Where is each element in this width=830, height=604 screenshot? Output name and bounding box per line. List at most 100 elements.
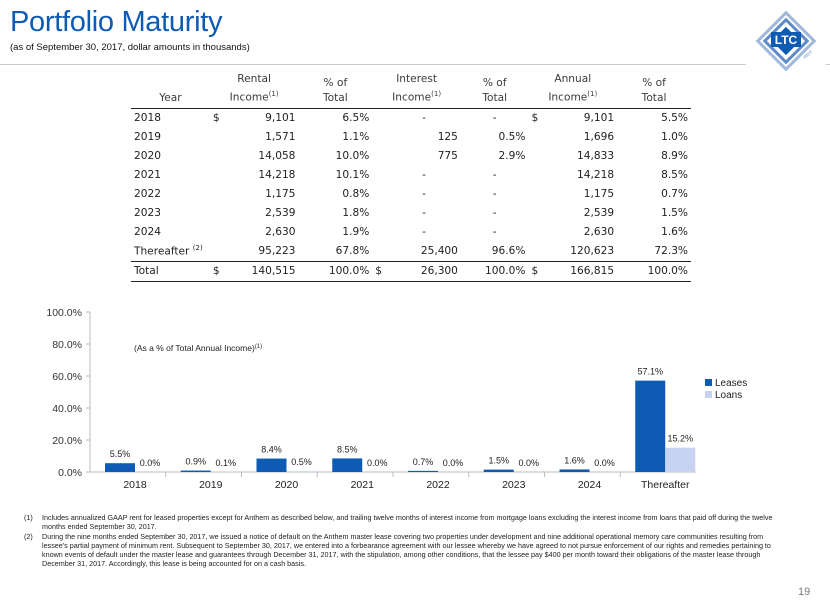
cell-rental-cur: $ — [209, 260, 225, 282]
cell-rental: 14,218 — [258, 169, 296, 182]
x-category-label: 2020 — [275, 479, 299, 491]
bar-leases — [180, 470, 211, 472]
cell-annual-cur: $ — [528, 260, 544, 282]
bar-label-loans: 15.2% — [667, 434, 693, 444]
cell-annual: 14,218 — [577, 169, 615, 182]
legend-label-loans: Loans — [715, 390, 742, 401]
cell-annual: 2,539 — [583, 207, 615, 220]
bar-loans — [286, 471, 317, 472]
x-category-label: 2018 — [123, 479, 147, 491]
table-row: 2024 2,630 1.9% - - 2,630 1.6% — [131, 223, 691, 242]
bar-loans — [665, 447, 696, 472]
bar-label-loans: 0.0% — [594, 458, 615, 468]
table-total-row: Total $140,515 100.0% $26,300 100.0% $166,815… — [131, 260, 691, 282]
x-category-label: 2022 — [426, 479, 450, 491]
cell-annual-pct: 1.6% — [661, 226, 688, 239]
bar-label-loans: 0.0% — [367, 458, 388, 468]
cell-rental-cur: $ — [209, 107, 225, 128]
logo-text: LTC — [775, 33, 798, 47]
cell-annual: 14,833 — [577, 150, 615, 163]
cell-year: Thereafter (2) — [134, 244, 203, 258]
table-row: 2018 $9,101 6.5% - - $9,101 5.5% — [131, 107, 691, 128]
cell-interest-pct: 2.9% — [498, 150, 526, 163]
cell-interest-pct: - — [460, 107, 529, 128]
cell-interest-cur — [372, 107, 388, 128]
portfolio-maturity-table: Year Rental Income(1) % of Total Interest I… — [131, 72, 691, 282]
cell-interest-cur — [372, 204, 387, 223]
header-interest-pct: % of Total — [482, 76, 508, 104]
bar-label-leases: 1.6% — [564, 455, 585, 465]
cell-interest-cur — [372, 185, 387, 204]
cell-rental-cur — [210, 223, 225, 242]
ltc-logo: LTC REIT — [755, 10, 817, 72]
bar-leases — [332, 458, 363, 472]
cell-annual-pct: 100.0% — [617, 260, 691, 282]
cell-annual-pct: 8.9% — [661, 150, 688, 163]
bar-label-loans: 0.0% — [518, 458, 539, 468]
y-tick-label: 60.0% — [52, 371, 82, 383]
bar-label-leases: 57.1% — [637, 367, 663, 377]
logo-subtext: REIT — [802, 49, 813, 60]
cell-rental-pct: 10.0% — [335, 150, 370, 163]
cell-year: 2022 — [134, 188, 161, 201]
cell-rental: 2,539 — [265, 207, 296, 220]
header-annual-income: Annual Income(1) — [548, 73, 598, 104]
cell-rental-pct: 1.1% — [342, 131, 370, 144]
table-row: 2021 14,218 10.1% - - 14,218 8.5% — [131, 166, 691, 185]
x-category-label: 2021 — [351, 479, 375, 491]
page-subtitle: (as of September 30, 2017, dollar amount… — [10, 42, 250, 53]
table-row: 2022 1,175 0.8% - - 1,175 0.7% — [131, 185, 691, 204]
bar-label-leases: 8.4% — [261, 445, 282, 455]
y-tick-label: 80.0% — [52, 339, 82, 351]
cell-interest-pct: - — [492, 207, 497, 220]
legend-swatch-leases — [705, 379, 712, 386]
cell-annual: 1,696 — [583, 131, 615, 144]
cell-interest: 26,300 — [387, 260, 461, 282]
cell-interest: - — [422, 188, 426, 201]
cell-rental: 1,571 — [265, 131, 296, 144]
cell-annual: 1,175 — [583, 188, 615, 201]
cell-interest-pct: - — [492, 188, 497, 201]
cell-annual: 9,101 — [543, 107, 618, 128]
year-footnote-ref: (2) — [192, 244, 203, 253]
cell-interest-pct: - — [492, 226, 497, 239]
cell-year: Total — [131, 260, 210, 282]
cell-rental-cur — [210, 242, 225, 262]
cell-interest-pct: 96.6% — [491, 245, 526, 258]
chart-title: (As a % of Total Annual Income)(1) — [134, 343, 262, 353]
bar-label-leases: 1.5% — [488, 456, 509, 466]
header-annual-pct: % of Total — [641, 76, 667, 104]
header-rental-pct: % of Total — [322, 76, 348, 104]
cell-annual-pct: 72.3% — [654, 245, 688, 258]
x-category-label: 2023 — [502, 479, 526, 491]
cell-rental-pct: 67.8% — [335, 245, 370, 258]
cell-rental-cur — [210, 147, 225, 166]
cell-interest-cur — [372, 128, 387, 147]
legend-label-leases: Leases — [715, 378, 747, 389]
cell-annual-pct: 1.0% — [661, 131, 688, 144]
cell-rental: 95,223 — [258, 245, 296, 258]
y-tick-label: 0.0% — [58, 467, 82, 479]
cell-annual-cur — [528, 185, 543, 204]
bar-leases — [408, 470, 438, 472]
cell-interest-pct: 100.0% — [460, 260, 529, 282]
cell-rental-cur — [210, 204, 225, 223]
cell-interest-cur — [372, 223, 387, 242]
bar-label-leases: 8.5% — [337, 444, 358, 454]
x-category-label: 2019 — [199, 479, 223, 491]
cell-rental: 1,175 — [265, 188, 296, 201]
cell-year: 2021 — [134, 169, 161, 182]
cell-interest: - — [422, 226, 426, 239]
cell-year: 2018 — [131, 107, 210, 128]
cell-interest-cur — [372, 166, 387, 185]
header-interest-income: Interest Income(1) — [392, 73, 442, 104]
y-tick-label: 40.0% — [52, 403, 82, 415]
cell-rental-pct: 1.8% — [342, 207, 370, 220]
cell-annual-pct: 1.5% — [661, 207, 688, 220]
cell-rental: 14,058 — [258, 150, 296, 163]
legend-swatch-loans — [705, 391, 712, 398]
cell-annual-cur — [528, 166, 543, 185]
x-category-label: 2024 — [578, 479, 602, 491]
cell-annual-pct: 8.5% — [661, 169, 688, 182]
cell-rental-pct: 0.8% — [342, 188, 370, 201]
